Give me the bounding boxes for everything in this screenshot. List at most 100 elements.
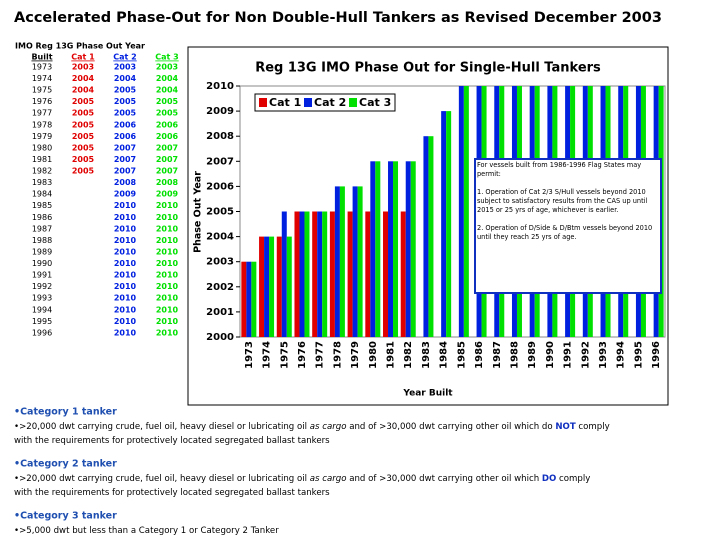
table-cell: 2006	[114, 120, 137, 129]
x-tick-label: 1993	[598, 341, 609, 369]
x-tick-label: 1975	[279, 341, 290, 369]
x-tick-label: 1981	[386, 341, 397, 369]
x-tick-label: 1992	[580, 341, 591, 369]
slide-title: Accelerated Phase-Out for Non Double-Hul…	[14, 10, 662, 26]
x-tick-label: 1989	[527, 341, 538, 369]
note-line: with the requirements for protectively l…	[14, 488, 330, 498]
table-cell: 1989	[32, 247, 52, 256]
table-cell: 2005	[72, 155, 95, 164]
note-line: •>5,000 dwt but less than a Category 1 o…	[14, 526, 279, 536]
bar	[259, 236, 265, 337]
note-segment: •>5,000 dwt but less than a Category 1 o…	[14, 526, 279, 536]
table-cell: 2010	[114, 317, 137, 326]
x-tick-label: 1990	[545, 341, 556, 369]
note-line: with the requirements for protectively l…	[14, 436, 330, 446]
table-cell: 1994	[32, 305, 52, 314]
table-cell: 2007	[114, 143, 136, 152]
x-axis-title: Year Built	[402, 389, 453, 399]
x-tick-label: 1988	[509, 341, 520, 369]
bar	[388, 161, 394, 337]
x-tick-label: 1977	[315, 341, 326, 369]
x-tick-label: 1984	[439, 341, 450, 369]
bar	[329, 211, 335, 337]
y-tick-label: 2003	[206, 257, 234, 268]
table-cell: 2010	[114, 213, 137, 222]
y-tick-label: 2001	[206, 307, 234, 318]
table-cell: 2010	[156, 271, 179, 280]
note-heading: •Category 2 tanker	[14, 459, 117, 470]
annotation-text: For vessels built from 1986-1996 Flag St…	[477, 161, 642, 178]
legend-label: Cat 2	[314, 96, 346, 109]
table-cell: 2005	[156, 109, 179, 118]
table-cell: 2005	[114, 97, 137, 106]
bar	[322, 211, 328, 337]
table-cell: 2004	[156, 86, 179, 95]
y-tick-label: 2002	[206, 282, 234, 293]
bar	[405, 161, 411, 337]
bar	[317, 211, 323, 337]
table-cell: 2010	[156, 224, 179, 233]
table-caption: IMO Reg 13G Phase Out Year	[15, 42, 145, 51]
bar	[423, 136, 429, 337]
bar	[339, 186, 345, 337]
table-cell: 2005	[114, 109, 137, 118]
table-cell: 2010	[156, 201, 179, 210]
table-cell: 2010	[156, 317, 179, 326]
table-cell: 2010	[156, 236, 179, 245]
x-tick-label: 1991	[563, 341, 574, 369]
y-tick-label: 2000	[206, 332, 234, 343]
table-cell: 2005	[72, 120, 95, 129]
x-tick-label: 1974	[262, 341, 273, 369]
x-tick-label: 1996	[651, 341, 662, 369]
legend-swatch	[259, 98, 267, 107]
table-cell: 2008	[114, 178, 137, 187]
legend-label: Cat 1	[269, 96, 301, 109]
table-cell: 2006	[114, 132, 137, 141]
table-cell: 1982	[32, 167, 52, 176]
table-cell: 2007	[114, 155, 136, 164]
table-header: Cat 1	[71, 53, 95, 62]
bar	[281, 211, 287, 337]
legend-label: Cat 3	[359, 96, 391, 109]
note-line: •>20,000 dwt carrying crude, fuel oil, h…	[14, 474, 590, 484]
table-cell: 1974	[32, 74, 52, 83]
table-cell: 2010	[114, 247, 137, 256]
y-tick-label: 2008	[206, 131, 234, 142]
legend-swatch	[349, 98, 357, 107]
note-segment: and of >30,000 dwt carrying other oil wh…	[346, 422, 555, 432]
table-cell: 1983	[32, 178, 52, 187]
table-cell: 1977	[32, 109, 52, 118]
bar	[428, 136, 434, 337]
table-cell: 2010	[114, 236, 137, 245]
table-cell: 1979	[32, 132, 52, 141]
table-cell: 2003	[156, 63, 178, 72]
x-tick-label: 1976	[297, 341, 308, 369]
table-cell: 2005	[72, 97, 95, 106]
bar	[383, 211, 389, 337]
x-tick-label: 1985	[456, 341, 467, 369]
note-segment: comply	[556, 474, 590, 484]
table-cell: 1975	[32, 86, 52, 95]
table-cell: 2005	[72, 109, 95, 118]
bar	[299, 211, 305, 337]
table-cell: 2010	[156, 294, 179, 303]
annotation: For vessels built from 1986-1996 Flag St…	[477, 161, 655, 288]
x-tick-label: 1987	[492, 341, 503, 369]
bar	[264, 236, 270, 337]
bar	[312, 211, 318, 337]
table-cell: 2006	[156, 132, 179, 141]
x-tick-label: 1995	[633, 341, 644, 369]
table-cell: 1973	[32, 63, 52, 72]
table-cell: 1976	[32, 97, 52, 106]
note-segment: DO	[542, 474, 556, 484]
bar	[347, 211, 353, 337]
table-cell: 1991	[32, 271, 52, 280]
bar	[276, 236, 282, 337]
table-cell: 2003	[114, 63, 136, 72]
table-cell: 1986	[32, 213, 52, 222]
table-cell: 2010	[156, 259, 179, 268]
table-cell: 2007	[156, 167, 178, 176]
table-cell: 2005	[156, 97, 179, 106]
